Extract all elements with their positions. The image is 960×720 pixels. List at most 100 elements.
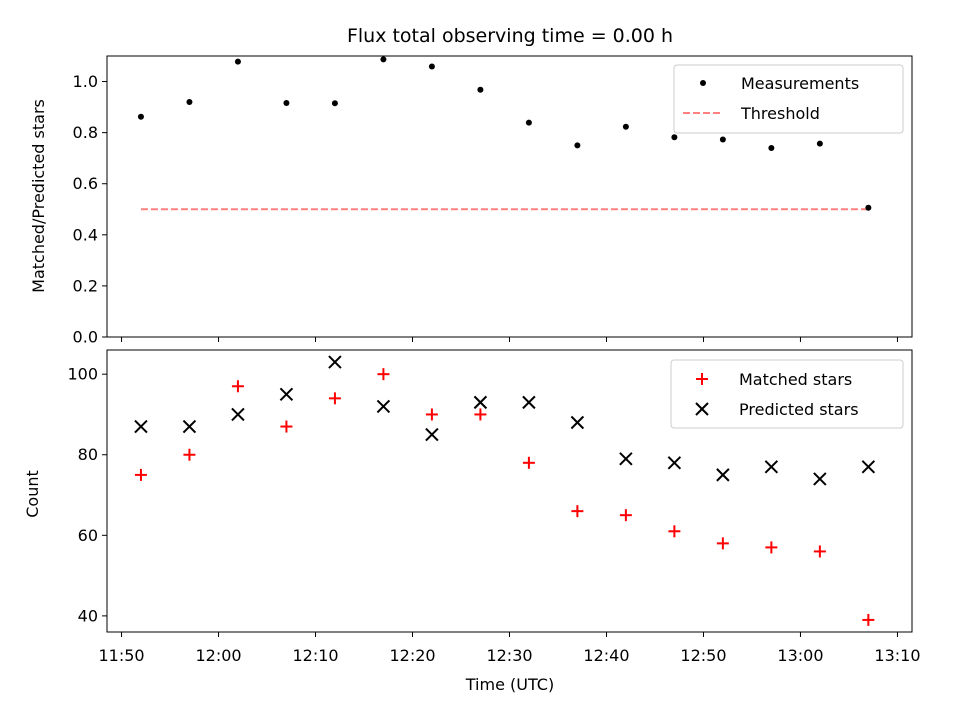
measurement-point bbox=[331, 100, 338, 107]
predicted-point-b bbox=[425, 427, 439, 442]
predicted-point bbox=[667, 456, 682, 470]
predicted-point-b bbox=[376, 399, 391, 414]
predicted-point bbox=[425, 427, 439, 442]
predicted-point-b bbox=[861, 460, 876, 474]
measurement-point bbox=[186, 98, 193, 105]
top-y-tick-label: 1.0 bbox=[73, 72, 98, 91]
predicted-point-b bbox=[231, 407, 245, 422]
bottom-x-tick-label: 12:50 bbox=[680, 646, 726, 665]
predicted-point bbox=[328, 355, 342, 369]
measurement-point bbox=[622, 123, 629, 130]
measurement-point bbox=[671, 134, 678, 141]
bottom-x-tick-label: 13:10 bbox=[874, 646, 920, 665]
bottom-y-axis-label: Count bbox=[23, 470, 42, 518]
predicted-point-b bbox=[813, 472, 827, 486]
bottom-panel: 40 60 80 100 11:50 12:00 12:10 12:20 12:30 12:40 1… bbox=[67, 349, 921, 665]
measurement-point bbox=[137, 113, 144, 120]
predicted-point bbox=[764, 460, 779, 474]
legend-marker-measurements bbox=[700, 80, 706, 86]
measurement-point bbox=[525, 119, 532, 126]
predicted-point bbox=[522, 395, 536, 410]
measurement-point bbox=[380, 56, 387, 63]
matched-point bbox=[328, 392, 341, 405]
legend-label-predicted: Predicted stars bbox=[739, 400, 859, 419]
matched-point bbox=[425, 408, 438, 421]
measurement-point bbox=[574, 142, 581, 149]
predicted-point bbox=[861, 460, 876, 474]
bottom-y-tick-label: 40 bbox=[78, 606, 98, 625]
top-y-tick-label: 0.2 bbox=[73, 276, 98, 295]
matched-point bbox=[668, 525, 681, 538]
legend-marker-predicted-b bbox=[695, 402, 709, 416]
matched-point bbox=[862, 613, 875, 626]
matched-point bbox=[377, 368, 390, 381]
predicted-point bbox=[570, 415, 585, 430]
top-panel: 0.0 0.2 0.4 0.6 0.8 1.0 Measurements Threshold bbox=[73, 55, 913, 347]
chart-title: Flux total observing time = 0.00 h bbox=[347, 25, 673, 47]
matched-point bbox=[765, 541, 778, 554]
matched-point bbox=[474, 408, 487, 421]
bottom-x-tick-label: 12:20 bbox=[389, 646, 435, 665]
predicted-point bbox=[473, 395, 488, 410]
matched-point bbox=[231, 380, 244, 393]
measurement-point bbox=[865, 204, 872, 211]
predicted-point-b bbox=[134, 419, 148, 434]
bottom-y-tick-label: 80 bbox=[78, 445, 98, 464]
predicted-point bbox=[279, 387, 294, 402]
legend-label-measurements: Measurements bbox=[741, 74, 859, 93]
bottom-x-tick-label: 12:00 bbox=[195, 646, 241, 665]
predicted-point-b bbox=[182, 419, 197, 434]
bottom-legend bbox=[670, 359, 904, 429]
measurement-point bbox=[428, 63, 435, 70]
measurement-point bbox=[477, 86, 484, 93]
top-y-tick-label: 0.8 bbox=[73, 123, 98, 142]
matched-point bbox=[183, 448, 196, 461]
predicted-point bbox=[813, 472, 827, 486]
predicted-point bbox=[231, 407, 245, 422]
matched-point bbox=[280, 420, 293, 433]
top-legend bbox=[673, 64, 904, 134]
matched-point bbox=[571, 505, 584, 518]
predicted-point bbox=[376, 399, 391, 414]
predicted-point-b bbox=[279, 387, 294, 402]
legend-label-threshold: Threshold bbox=[740, 104, 820, 123]
measurement-point bbox=[768, 144, 775, 151]
bottom-x-tick-label: 12:40 bbox=[583, 646, 629, 665]
measurement-point bbox=[283, 100, 290, 107]
predicted-point-b bbox=[328, 355, 342, 369]
predicted-point bbox=[134, 419, 148, 434]
matched-point bbox=[134, 468, 147, 481]
legend-label-matched: Matched stars bbox=[739, 370, 852, 389]
predicted-point-b bbox=[667, 456, 682, 470]
bottom-y-tick-label: 60 bbox=[78, 526, 98, 545]
predicted-point-b bbox=[522, 395, 536, 410]
predicted-point-b bbox=[619, 452, 633, 466]
top-y-tick-label: 0.4 bbox=[73, 225, 98, 244]
top-y-tick-label: 0.6 bbox=[73, 174, 98, 193]
bottom-x-tick-label: 13:00 bbox=[777, 646, 823, 665]
bottom-x-tick-label: 12:10 bbox=[292, 646, 338, 665]
legend-marker-matched bbox=[696, 373, 708, 385]
measurement-point bbox=[816, 140, 823, 147]
top-y-tick-label: 0.0 bbox=[73, 328, 98, 347]
predicted-point bbox=[182, 419, 197, 434]
matched-point bbox=[813, 545, 826, 558]
predicted-point-b bbox=[764, 460, 779, 474]
measurement-point bbox=[234, 58, 241, 65]
predicted-point-b bbox=[716, 468, 730, 482]
predicted-point-b bbox=[473, 395, 488, 410]
matched-point bbox=[716, 537, 729, 550]
predicted-point bbox=[619, 452, 633, 466]
measurement-point bbox=[719, 136, 726, 143]
predicted-point bbox=[716, 468, 730, 482]
predicted-point-b bbox=[570, 415, 585, 430]
x-axis-label: Time (UTC) bbox=[465, 675, 554, 694]
bottom-x-tick-label: 12:30 bbox=[486, 646, 532, 665]
matched-point bbox=[619, 509, 632, 522]
bottom-y-tick-label: 100 bbox=[67, 365, 98, 384]
legend-marker-predicted bbox=[695, 402, 709, 416]
matched-point bbox=[522, 456, 535, 469]
top-y-axis-label: Matched/Predicted stars bbox=[29, 99, 48, 293]
bottom-x-tick-label: 11:50 bbox=[98, 646, 144, 665]
